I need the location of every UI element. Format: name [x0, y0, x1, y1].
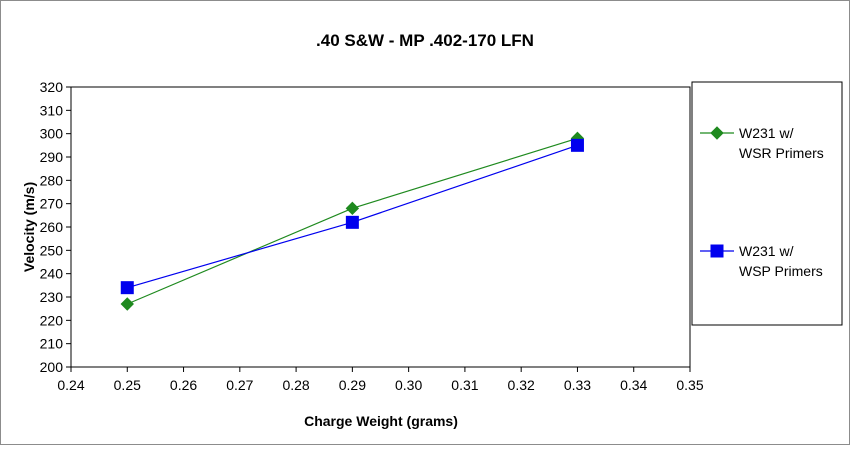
- series-layer: [120, 131, 585, 311]
- y-axis-label: Velocity (m/s): [21, 182, 37, 272]
- y-tick-label: 290: [40, 149, 64, 165]
- data-point-series-2: [345, 215, 359, 229]
- data-point-series-2: [570, 138, 584, 152]
- legend-label: W231 w/: [739, 125, 794, 141]
- x-tick-label: 0.34: [620, 377, 647, 393]
- legend-label: W231 w/: [739, 243, 794, 259]
- x-tick-label: 0.28: [282, 377, 309, 393]
- y-tick-label: 240: [40, 266, 64, 282]
- x-tick-label: 0.33: [564, 377, 591, 393]
- x-axis-label: Charge Weight (grams): [304, 413, 458, 429]
- x-tick-label: 0.27: [226, 377, 253, 393]
- legend-item-1: W231 w/WSR Primers: [700, 125, 824, 161]
- plot-area: [70, 86, 691, 368]
- x-tick-label: 0.31: [451, 377, 478, 393]
- legend-marker: [710, 126, 724, 140]
- data-point-series-1: [120, 297, 134, 311]
- x-tick-label: 0.32: [508, 377, 535, 393]
- legend-label: WSP Primers: [739, 263, 823, 279]
- legend-label: WSR Primers: [739, 145, 824, 161]
- x-tick-label: 0.24: [57, 377, 84, 393]
- y-tick-label: 260: [40, 219, 64, 235]
- legend-item-2: W231 w/WSP Primers: [700, 243, 823, 279]
- y-tick-label: 310: [40, 102, 64, 118]
- y-tick-label: 270: [40, 196, 64, 212]
- y-tick-label: 300: [40, 126, 64, 142]
- y-tick-label: 230: [40, 289, 64, 305]
- x-tick-label: 0.26: [170, 377, 197, 393]
- y-tick-label: 320: [40, 79, 64, 95]
- x-tick-label: 0.30: [395, 377, 422, 393]
- x-axis-ticks: 0.24 0.25 0.26 0.27 0.28 0.29 0.30 0.31 0.32 0.33…: [57, 367, 704, 393]
- y-axis-ticks: 200 210 220 230 240 250 260 270 280 290 300 310 320: [40, 79, 71, 375]
- legend-box: [691, 81, 843, 326]
- y-tick-label: 280: [40, 172, 64, 188]
- data-point-series-2: [120, 281, 134, 295]
- x-tick-label: 0.35: [676, 377, 703, 393]
- x-tick-label: 0.29: [339, 377, 366, 393]
- y-tick-label: 250: [40, 242, 64, 258]
- chart-title: .40 S&W - MP .402-170 LFN: [316, 31, 534, 50]
- y-tick-label: 210: [40, 336, 64, 352]
- x-tick-label: 0.25: [114, 377, 141, 393]
- y-tick-label: 220: [40, 312, 64, 328]
- y-tick-label: 200: [40, 359, 64, 375]
- legend-marker: [710, 244, 724, 258]
- data-point-series-1: [345, 201, 360, 216]
